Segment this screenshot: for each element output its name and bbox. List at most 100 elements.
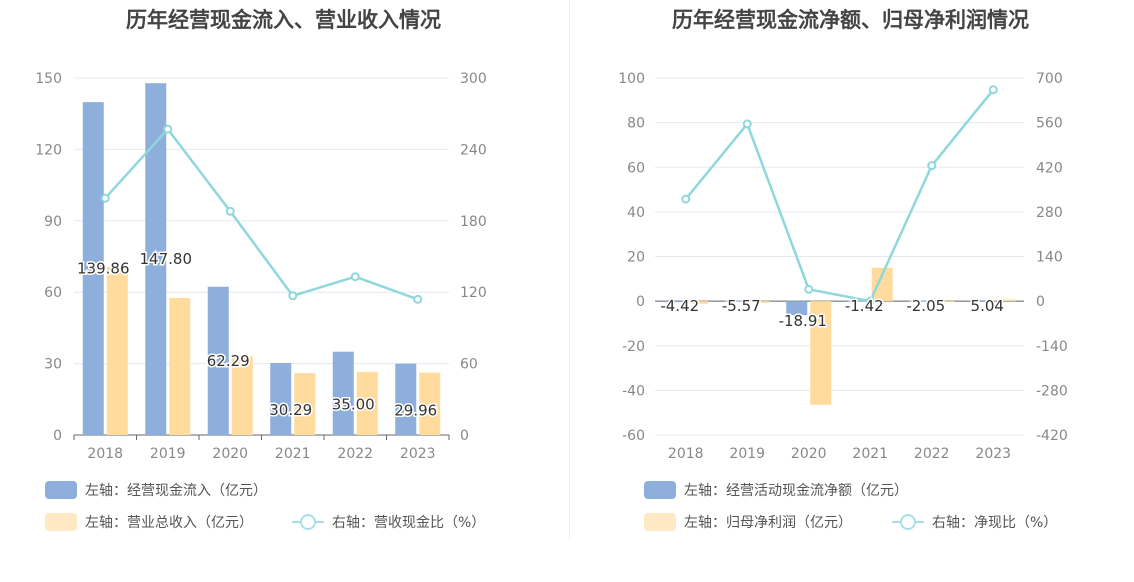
line-point: [865, 296, 875, 306]
data-label: 5.04: [971, 297, 1004, 315]
bar-series2: [933, 301, 955, 303]
y-left-tick-label: -60: [622, 428, 645, 444]
x-tick-label: 2020: [791, 446, 827, 462]
y-left-tick-label: 80: [627, 116, 645, 132]
y-right-tick-label: 560: [1036, 116, 1063, 132]
chart-svg: 0 30 60 90 120 150 0 60 120 180 240 300 2018 2019 2020…: [35, 71, 487, 462]
bar-series2: [106, 267, 128, 435]
data-label: -18.91: [779, 312, 827, 330]
legend-swatch: [892, 513, 924, 531]
bar-series1: [270, 362, 292, 435]
line-point: [350, 272, 360, 282]
x-tick-label: 2018: [87, 446, 123, 462]
y-right-tick-label: -280: [1036, 383, 1068, 399]
y-right-tick-label: 280: [1036, 205, 1063, 221]
bar-series2: [231, 356, 253, 435]
legend-label: 左轴：经营现金流入（亿元）: [85, 483, 267, 499]
legend-item-bar2[interactable]: 左轴：营业总收入（亿元）: [45, 512, 253, 532]
y-right-tick-label: 0: [460, 428, 469, 444]
legend-item-line[interactable]: 右轴：净现比（%）: [892, 512, 1057, 532]
line-point: [927, 161, 937, 171]
y-left-tick-label: 60: [44, 285, 62, 301]
x-tick-label: 2020: [212, 446, 248, 462]
bar-series2: [810, 301, 832, 405]
y-left-tick-label: 0: [636, 294, 645, 310]
x-tick-label: 2023: [975, 446, 1011, 462]
legend-item-bar1[interactable]: 左轴：经营活动现金流净额（亿元）: [644, 480, 908, 500]
y-left-tick-label: 90: [44, 214, 62, 230]
x-tick-label: 2019: [729, 446, 765, 462]
y-right-tick-label: 140: [1036, 250, 1063, 266]
bar-series1: [395, 363, 417, 435]
line-point: [804, 284, 814, 294]
data-label: 29.96: [394, 401, 437, 419]
chart-panel-netcash-profit: 历年经营现金流净额、归母净利润情况 -60 -40 -20 0 20 40 60 80 100-…: [567, 0, 1134, 582]
y-left-tick-label: 30: [44, 357, 62, 373]
legend-label: 左轴：营业总收入（亿元）: [85, 515, 253, 531]
legend-swatch: [292, 513, 324, 531]
bar-series1: [970, 300, 992, 302]
bar-series1: [207, 286, 229, 435]
bar-series2: [169, 297, 191, 435]
y-left-tick-label: 150: [35, 71, 62, 87]
legend-label: 左轴：归母净利润（亿元）: [684, 515, 852, 531]
bar-series1: [332, 351, 354, 435]
x-tick-label: 2022: [337, 446, 373, 462]
chart-svg: -60 -40 -20 0 20 40 60 80 100 -420 -280 -140 0 140 280…: [618, 71, 1068, 462]
y-left-tick-label: 60: [627, 160, 645, 176]
line-point: [742, 119, 752, 129]
bar-series1: [786, 301, 808, 316]
y-right-tick-label: 240: [460, 142, 487, 158]
legend-label: 左轴：经营活动现金流净额（亿元）: [684, 483, 908, 499]
y-right-tick-label: 0: [1036, 294, 1045, 310]
data-label: -5.57: [722, 297, 761, 315]
legend-swatch: [644, 481, 676, 499]
bar-series2: [687, 301, 709, 304]
x-tick-label: 2023: [400, 446, 436, 462]
chart-title: 历年经营现金流净额、归母净利润情况: [672, 8, 1029, 32]
legend-swatch: [45, 513, 77, 531]
panel-divider: [569, 0, 570, 540]
line-point: [100, 193, 110, 203]
y-left-tick-label: 40: [627, 205, 645, 221]
chart-panel-cashflow-revenue: 历年经营现金流入、营业收入情况 0 30 60 90 120 150 0 60 120 180 24…: [35, 8, 487, 532]
x-tick-label: 2019: [150, 446, 186, 462]
bar-series1: [663, 301, 685, 303]
chart-title: 历年经营现金流入、营业收入情况: [126, 8, 441, 32]
y-left-tick-label: 120: [35, 142, 62, 158]
y-right-tick-label: 60: [460, 357, 478, 373]
data-label: 35.00: [332, 395, 375, 413]
y-right-tick-label: 700: [1036, 71, 1063, 87]
legend-label: 右轴：营收现金比（%）: [332, 515, 486, 531]
line-point: [413, 294, 423, 304]
y-left-tick-label: -40: [622, 383, 645, 399]
y-right-tick-label: 420: [1036, 160, 1063, 176]
line-series: [684, 89, 995, 303]
legend-item-bar1[interactable]: 左轴：经营现金流入（亿元）: [45, 480, 267, 500]
data-label: -2.05: [906, 297, 945, 315]
x-tick-label: 2022: [914, 446, 950, 462]
x-tick-label: 2018: [668, 446, 704, 462]
bar-series1: [145, 83, 167, 436]
data-label: -1.42: [845, 297, 884, 315]
line-point: [288, 291, 298, 301]
y-left-tick-label: 100: [618, 71, 645, 87]
x-tick-label: 2021: [852, 446, 888, 462]
data-label: 62.29: [207, 352, 250, 370]
bar-series2: [419, 372, 441, 435]
y-left-tick-label: 0: [53, 428, 62, 444]
data-label: 30.29: [269, 401, 312, 419]
bar-series2: [356, 371, 378, 435]
legend-item-bar2[interactable]: 左轴：归母净利润（亿元）: [644, 512, 852, 532]
y-right-tick-label: -140: [1036, 339, 1068, 355]
legend-item-line[interactable]: 右轴：营收现金比（%）: [292, 512, 485, 532]
legend-swatch: [45, 481, 77, 499]
line-series: [104, 127, 419, 301]
bar-series2: [994, 299, 1016, 302]
bar-series1: [82, 102, 104, 435]
y-right-tick-label: 120: [460, 285, 487, 301]
legend-swatch: [644, 513, 676, 531]
bar-series1: [909, 300, 931, 302]
y-right-tick-label: 300: [460, 71, 487, 87]
bar-series2: [294, 373, 316, 435]
